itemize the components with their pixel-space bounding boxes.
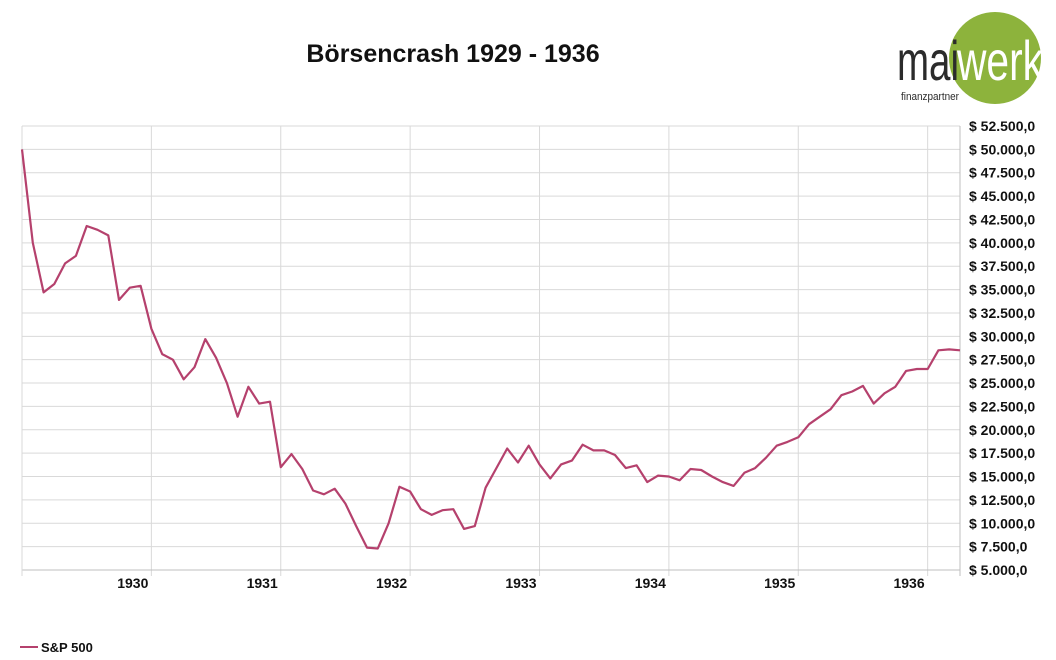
y-tick-label: $ 40.000,0 xyxy=(969,235,1035,251)
y-tick-label: $ 22.500,0 xyxy=(969,398,1035,414)
x-tick-label: 1936 xyxy=(893,575,924,591)
legend-swatch xyxy=(20,646,38,648)
y-tick-label: $ 45.000,0 xyxy=(969,188,1035,204)
logo-text-mai: mai xyxy=(897,29,959,92)
y-tick-label: $ 30.000,0 xyxy=(969,328,1035,344)
x-tick-label: 1933 xyxy=(505,575,536,591)
y-tick-label: $ 37.500,0 xyxy=(969,258,1035,274)
logo-tagline: finanzpartner xyxy=(901,91,959,103)
y-tick-label: $ 17.500,0 xyxy=(969,445,1035,461)
y-tick-label: $ 20.000,0 xyxy=(969,422,1035,438)
x-tick-label: 1935 xyxy=(764,575,795,591)
y-tick-label: $ 7.500,0 xyxy=(969,539,1028,555)
series-layer xyxy=(20,149,961,550)
y-tick-label: $ 32.500,0 xyxy=(969,305,1035,321)
y-tick-label: $ 12.500,0 xyxy=(969,492,1035,508)
y-tick-label: $ 52.500,0 xyxy=(969,118,1035,134)
y-tick-label: $ 35.000,0 xyxy=(969,282,1035,298)
x-axis-tick-labels: 1930 1931 1932 1933 1934 1935 1936 xyxy=(117,575,925,591)
y-tick-label: $ 47.500,0 xyxy=(969,165,1035,181)
y-tick-label: $ 25.000,0 xyxy=(969,375,1035,391)
y-axis-tick-labels: $ 5.000,0 $ 7.500,0 $ 10.000,0 $ 12.500,0 $ … xyxy=(969,118,1035,578)
y-tick-label: $ 42.500,0 xyxy=(969,211,1035,227)
x-tick-label: 1934 xyxy=(635,575,666,591)
y-tick-label: $ 50.000,0 xyxy=(969,141,1035,157)
series-line-sp500 xyxy=(20,149,961,550)
y-tick-label: $ 10.000,0 xyxy=(969,515,1035,531)
legend-label: S&P 500 xyxy=(41,639,93,655)
y-tick-label: $ 27.500,0 xyxy=(969,352,1035,368)
logo-circle xyxy=(949,12,1041,104)
x-tick-label: 1932 xyxy=(376,575,407,591)
gridlines xyxy=(22,125,960,576)
x-tick-label: 1930 xyxy=(117,575,148,591)
y-tick-label: $ 15.000,0 xyxy=(969,469,1035,485)
line-chart: $ 5.000,0 $ 7.500,0 $ 10.000,0 $ 12.500,0 $ … xyxy=(20,118,1035,591)
axes xyxy=(21,126,961,576)
logo-text-werk: werk xyxy=(956,29,1043,92)
chart-title: Börsencrash 1929 - 1936 xyxy=(306,40,600,68)
legend: S&P 500 xyxy=(20,638,93,656)
x-tick-label: 1931 xyxy=(247,575,278,591)
maiwerk-logo: mai werk finanzpartner xyxy=(897,12,1044,104)
y-tick-label: $ 5.000,0 xyxy=(969,562,1028,578)
